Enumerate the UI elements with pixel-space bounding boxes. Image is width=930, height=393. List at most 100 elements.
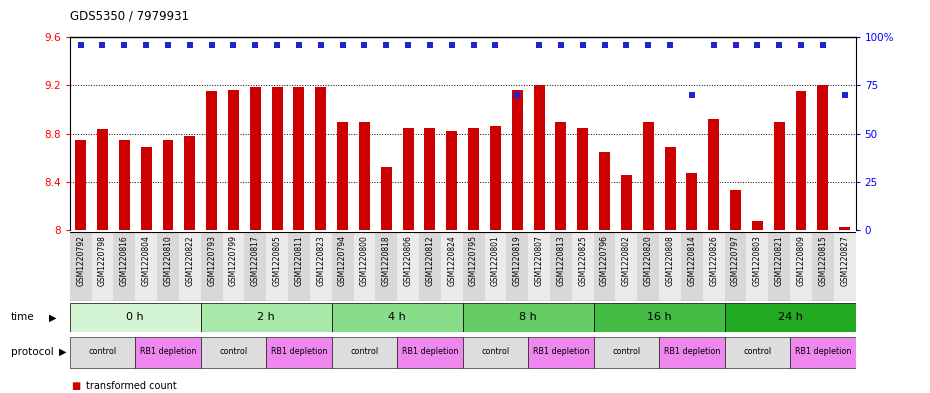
Point xyxy=(182,42,197,48)
Bar xyxy=(730,190,741,230)
Text: GSM1220818: GSM1220818 xyxy=(382,235,391,286)
Bar xyxy=(724,336,790,368)
Bar xyxy=(206,92,217,230)
Point xyxy=(226,42,241,48)
Bar xyxy=(359,121,370,230)
Bar xyxy=(572,232,593,301)
Text: 8 h: 8 h xyxy=(519,312,537,322)
Bar xyxy=(659,336,724,368)
Text: GSM1220819: GSM1220819 xyxy=(512,235,522,286)
Text: GSM1220798: GSM1220798 xyxy=(98,235,107,286)
Bar xyxy=(593,303,724,332)
Text: ▶: ▶ xyxy=(59,347,66,357)
Bar xyxy=(75,140,86,230)
Bar xyxy=(294,87,304,230)
Bar xyxy=(441,232,462,301)
Point xyxy=(837,92,852,98)
Text: RB1 depletion: RB1 depletion xyxy=(271,347,327,356)
Text: GSM1220823: GSM1220823 xyxy=(316,235,326,286)
Text: RB1 depletion: RB1 depletion xyxy=(664,347,720,356)
Bar xyxy=(272,87,283,230)
Bar xyxy=(512,90,523,230)
Point xyxy=(139,42,153,48)
Bar xyxy=(201,232,222,301)
Bar xyxy=(424,128,435,230)
Bar xyxy=(113,232,135,301)
Text: GSM1220801: GSM1220801 xyxy=(491,235,500,286)
Text: GSM1220797: GSM1220797 xyxy=(731,235,740,286)
Bar xyxy=(397,336,463,368)
Text: GSM1220812: GSM1220812 xyxy=(425,235,434,286)
Text: control: control xyxy=(482,347,510,356)
Point xyxy=(641,42,656,48)
Point xyxy=(117,42,132,48)
Point xyxy=(445,42,459,48)
Bar xyxy=(578,128,588,230)
Text: GSM1220824: GSM1220824 xyxy=(447,235,457,286)
Text: GSM1220804: GSM1220804 xyxy=(141,235,151,286)
Text: GSM1220809: GSM1220809 xyxy=(796,235,805,286)
Point xyxy=(576,42,591,48)
Text: time: time xyxy=(11,312,34,322)
Bar xyxy=(709,119,719,230)
Point xyxy=(793,42,808,48)
Text: GSM1220813: GSM1220813 xyxy=(556,235,565,286)
Text: ■: ■ xyxy=(72,381,81,391)
Bar xyxy=(659,232,681,301)
Bar xyxy=(790,232,812,301)
Bar xyxy=(446,131,458,230)
Bar xyxy=(593,336,659,368)
Text: GSM1220817: GSM1220817 xyxy=(251,235,259,286)
Bar xyxy=(70,303,201,332)
Bar xyxy=(380,167,392,230)
Bar xyxy=(703,232,724,301)
Bar xyxy=(97,129,108,230)
Bar xyxy=(774,121,785,230)
Text: GSM1220821: GSM1220821 xyxy=(775,235,784,286)
Bar xyxy=(332,303,463,332)
Bar xyxy=(310,232,332,301)
Text: control: control xyxy=(351,347,379,356)
Text: transformed count: transformed count xyxy=(86,381,178,391)
Text: control: control xyxy=(219,347,247,356)
Bar xyxy=(555,121,566,230)
Bar xyxy=(616,232,637,301)
Bar xyxy=(70,336,135,368)
Bar xyxy=(643,121,654,230)
Point xyxy=(684,92,699,98)
Text: GSM1220805: GSM1220805 xyxy=(272,235,282,286)
Text: 24 h: 24 h xyxy=(777,312,803,322)
Text: 0 h: 0 h xyxy=(126,312,144,322)
Point xyxy=(553,42,568,48)
Point xyxy=(205,42,219,48)
Bar xyxy=(397,232,419,301)
Text: GSM1220815: GSM1220815 xyxy=(818,235,828,286)
Bar xyxy=(790,336,856,368)
Bar xyxy=(724,303,856,332)
Bar xyxy=(506,232,528,301)
Bar xyxy=(353,232,376,301)
Text: GSM1220816: GSM1220816 xyxy=(120,235,129,286)
Bar xyxy=(528,232,550,301)
Point xyxy=(313,42,328,48)
Bar xyxy=(266,336,332,368)
Point xyxy=(270,42,285,48)
Text: GSM1220822: GSM1220822 xyxy=(185,235,194,286)
Bar xyxy=(250,87,260,230)
Point xyxy=(335,42,350,48)
Bar xyxy=(91,232,113,301)
Text: RB1 depletion: RB1 depletion xyxy=(533,347,589,356)
Text: GSM1220793: GSM1220793 xyxy=(207,235,216,286)
Bar xyxy=(462,232,485,301)
Text: GSM1220810: GSM1220810 xyxy=(164,235,172,286)
Point xyxy=(161,42,176,48)
Text: GSM1220796: GSM1220796 xyxy=(600,235,609,286)
Bar xyxy=(463,303,593,332)
Bar xyxy=(747,232,768,301)
Text: GSM1220800: GSM1220800 xyxy=(360,235,369,286)
Text: control: control xyxy=(743,347,771,356)
Text: GDS5350 / 7979931: GDS5350 / 7979931 xyxy=(70,10,189,23)
Bar xyxy=(184,136,195,230)
Bar xyxy=(157,232,179,301)
Bar xyxy=(834,232,856,301)
